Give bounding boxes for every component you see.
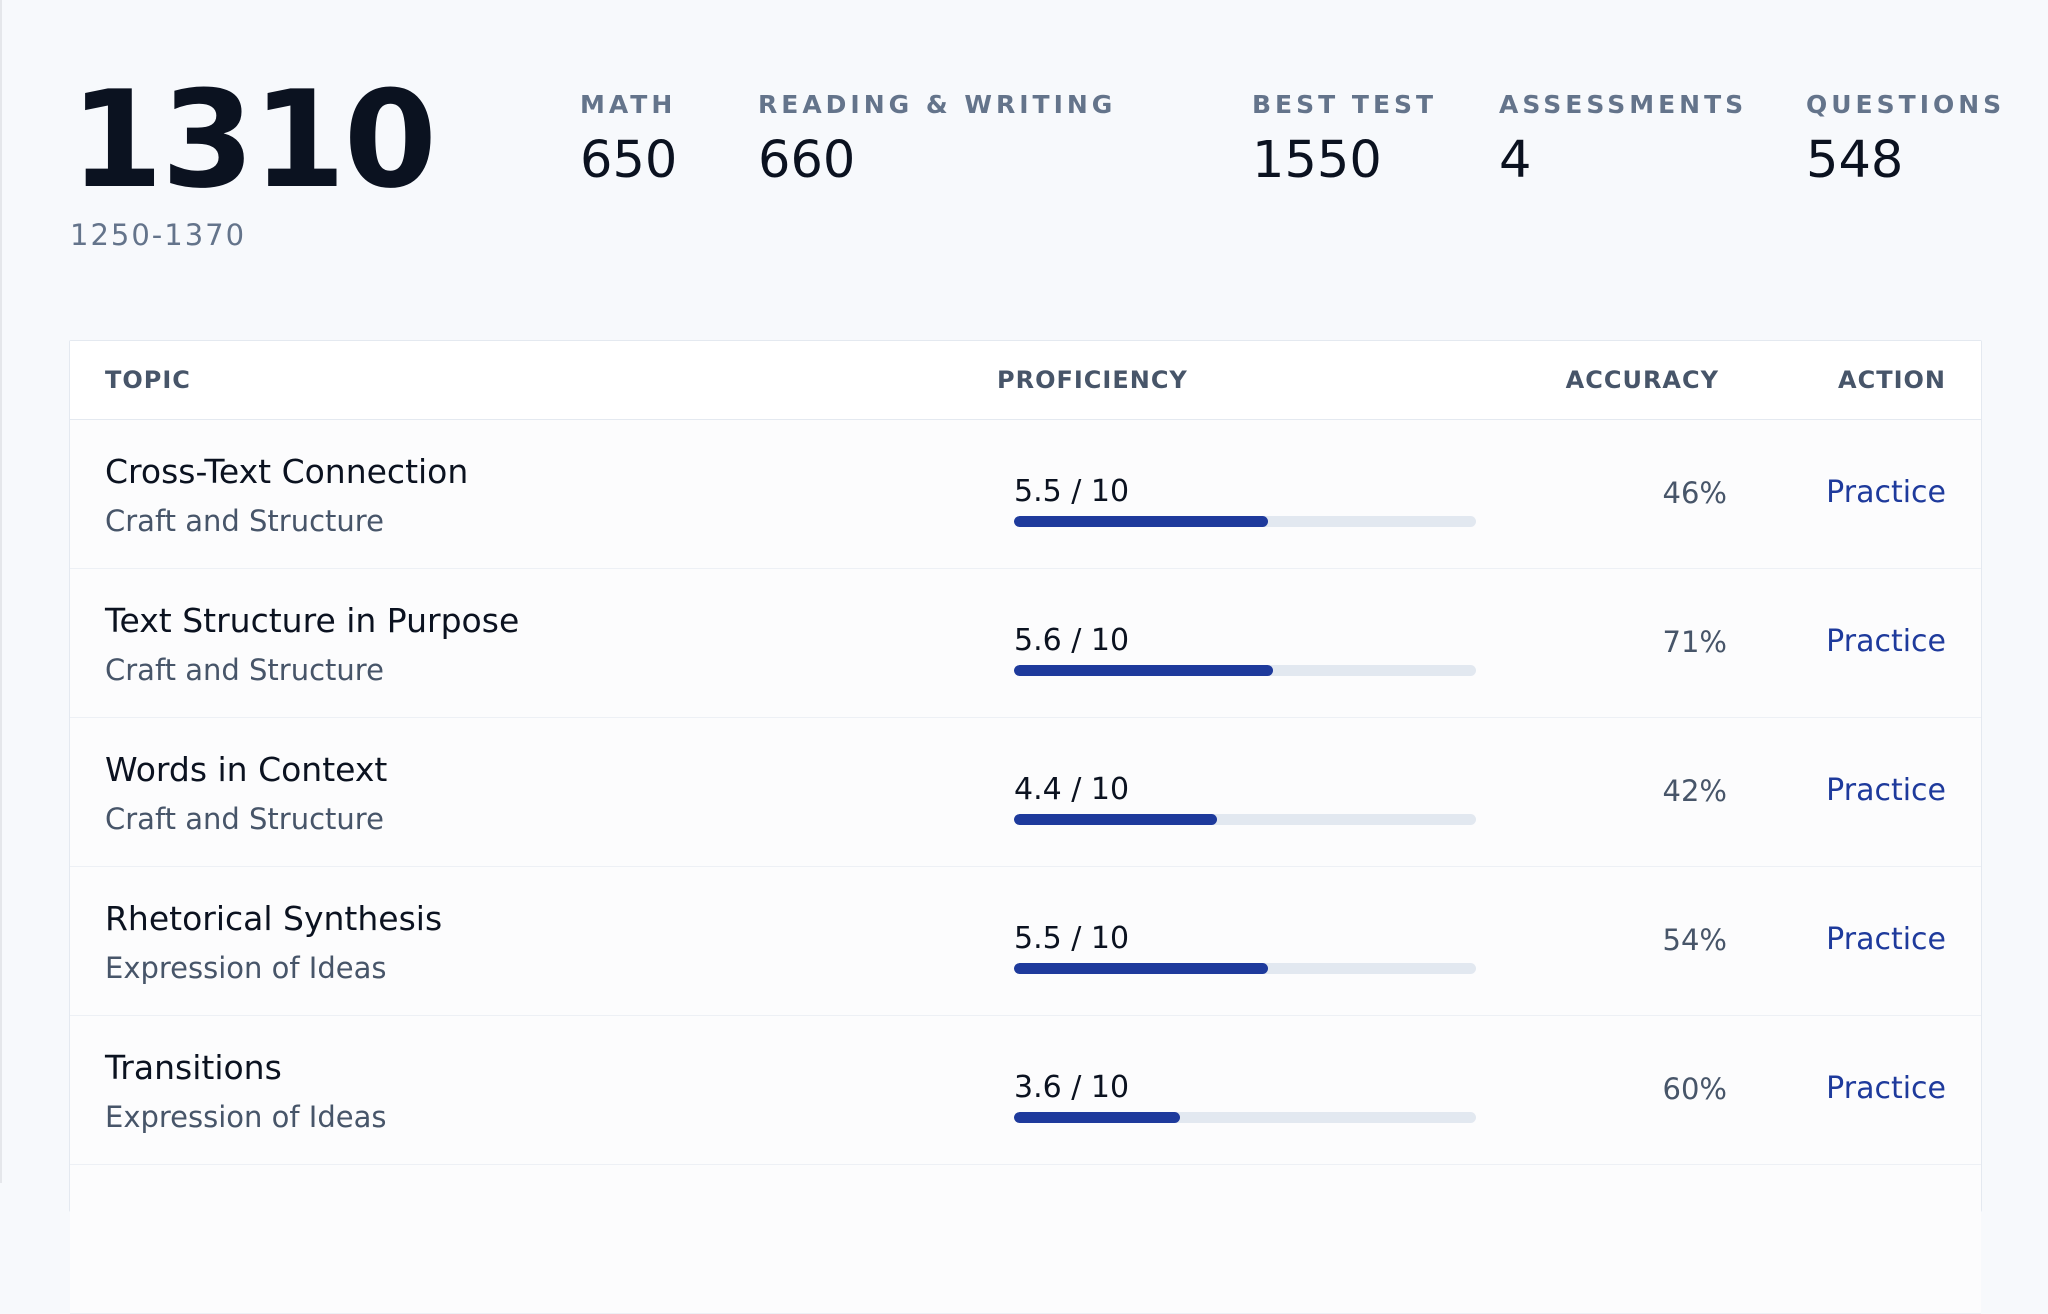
column-header-topic: TOPIC (105, 366, 191, 394)
proficiency-score: 5.6 / 10 (1014, 623, 1130, 658)
topic-category: Expression of Ideas (105, 951, 387, 985)
topic-name: Cross-Text Connection (105, 452, 469, 491)
proficiency-bar-fill (1014, 516, 1269, 527)
score-summary: 1310 1250-1370 MATH 650 READING & WRITIN… (70, 62, 2001, 270)
practice-link[interactable]: Practice (1826, 475, 1946, 510)
stat-math: MATH 650 (580, 90, 677, 189)
stat-label: BEST TEST (1252, 90, 1438, 119)
stat-value: 4 (1499, 131, 1532, 190)
topic-name: Rhetorical Synthesis (105, 899, 443, 938)
proficiency-score: 4.4 / 10 (1014, 772, 1130, 807)
accuracy-value: 46% (1662, 476, 1727, 510)
stat-value: 660 (758, 131, 856, 190)
accuracy-value: 54% (1662, 923, 1727, 957)
proficiency-bar-fill (1014, 814, 1218, 825)
table-header: TOPIC PROFICIENCY ACCURACY ACTION (70, 341, 1981, 420)
topic-name: Text Structure in Purpose (105, 601, 520, 640)
stat-value: 650 (580, 131, 678, 190)
topics-table: TOPIC PROFICIENCY ACCURACY ACTION Cross-… (69, 340, 1982, 1314)
stat-questions: QUESTIONS 548 (1806, 90, 2005, 189)
stat-label: MATH (580, 90, 677, 119)
proficiency-bar-fill (1014, 665, 1273, 676)
proficiency-score: 5.5 / 10 (1014, 921, 1130, 956)
stat-best-test: BEST TEST 1550 (1252, 90, 1437, 189)
stat-label: QUESTIONS (1806, 90, 2006, 119)
accuracy-value: 42% (1662, 774, 1727, 808)
proficiency-bar (1014, 1112, 1476, 1123)
stat-label: READING & WRITING (758, 90, 1117, 119)
left-divider (0, 0, 2, 1183)
stat-value: 1550 (1252, 131, 1382, 190)
proficiency-bar (1014, 516, 1476, 527)
practice-link[interactable]: Practice (1826, 773, 1946, 808)
practice-link[interactable]: Practice (1826, 624, 1946, 659)
stat-assessments: ASSESSMENTS 4 (1499, 90, 1747, 189)
proficiency-score: 3.6 / 10 (1014, 1070, 1130, 1105)
table-row (70, 1165, 1981, 1314)
proficiency-bar (1014, 814, 1476, 825)
topic-category: Craft and Structure (105, 653, 384, 687)
total-score: 1310 (70, 62, 437, 218)
proficiency-bar-fill (1014, 1112, 1181, 1123)
practice-link[interactable]: Practice (1826, 1071, 1946, 1106)
proficiency-bar-fill (1014, 963, 1269, 974)
practice-link[interactable]: Practice (1826, 922, 1946, 957)
stat-reading-writing: READING & WRITING 660 (758, 90, 1116, 189)
proficiency-bar (1014, 963, 1476, 974)
stat-label: ASSESSMENTS (1499, 90, 1748, 119)
column-header-proficiency: PROFICIENCY (997, 366, 1188, 394)
table-row: Rhetorical Synthesis Expression of Ideas… (70, 867, 1981, 1016)
topic-category: Craft and Structure (105, 802, 384, 836)
topic-name: Transitions (105, 1048, 282, 1087)
table-row: Transitions Expression of Ideas 3.6 / 10… (70, 1016, 1981, 1165)
column-header-action: ACTION (1838, 366, 1946, 394)
accuracy-value: 60% (1662, 1072, 1727, 1106)
table-row: Text Structure in Purpose Craft and Stru… (70, 569, 1981, 718)
stat-value: 548 (1806, 131, 1904, 190)
topic-category: Expression of Ideas (105, 1100, 387, 1134)
proficiency-bar (1014, 665, 1476, 676)
column-header-accuracy: ACCURACY (1565, 366, 1719, 394)
score-range: 1250-1370 (70, 218, 247, 252)
topic-name: Words in Context (105, 750, 388, 789)
table-row: Cross-Text Connection Craft and Structur… (70, 420, 1981, 569)
proficiency-score: 5.5 / 10 (1014, 474, 1130, 509)
topic-category: Craft and Structure (105, 504, 384, 538)
accuracy-value: 71% (1662, 625, 1727, 659)
table-row: Words in Context Craft and Structure 4.4… (70, 718, 1981, 867)
